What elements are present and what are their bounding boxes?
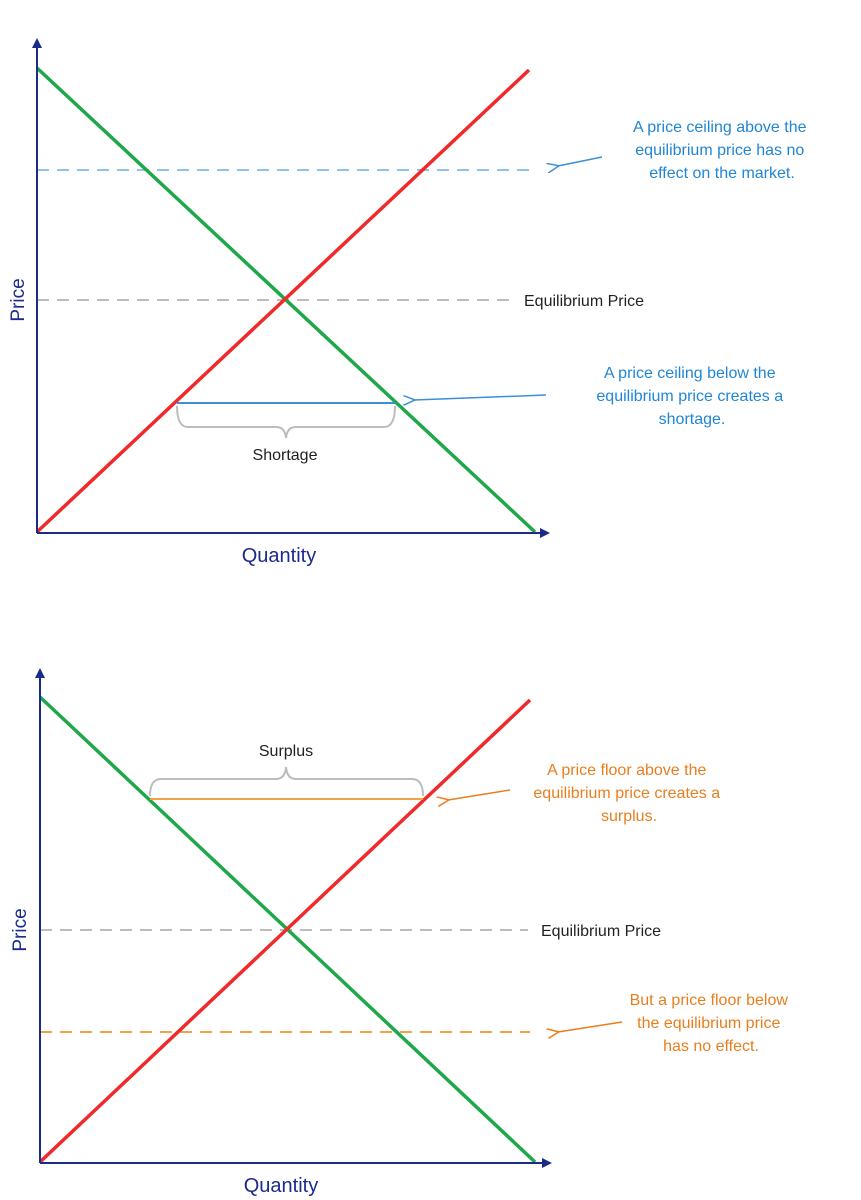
ceiling-above-arrow (558, 156, 603, 166)
surplus-brace (149, 766, 424, 797)
supply-curve (38, 698, 532, 1164)
floor-above-arrow (448, 789, 511, 800)
ceiling-chart: Price Quantity Equilibrium Price Shortag… (8, 38, 811, 567)
y-axis-label: Price (8, 278, 29, 321)
floor-below-arrow (558, 1021, 623, 1032)
x-axis-label: Quantity (244, 1175, 318, 1197)
equilibrium-price-label: Equilibrium Price (524, 293, 644, 310)
shortage-brace (176, 405, 396, 439)
floor-chart: Price Quantity Equilibrium Price Surplus… (10, 668, 793, 1197)
shortage-label: Shortage (253, 447, 318, 464)
supply-curve (35, 68, 531, 534)
floor-below-note: But a price floor below the equilibrium … (630, 992, 793, 1055)
x-axis-label: Quantity (242, 545, 316, 567)
ceiling-below-note: A price ceiling below the equilibrium pr… (596, 365, 787, 428)
floor-above-note: A price floor above the equilibrium pric… (533, 762, 724, 825)
equilibrium-price-label: Equilibrium Price (541, 923, 661, 940)
ceiling-above-note: A price ceiling above the equilibrium pr… (633, 119, 811, 182)
surplus-label: Surplus (259, 743, 313, 760)
y-axis-label: Price (10, 908, 31, 951)
ceiling-below-arrow (414, 394, 547, 400)
